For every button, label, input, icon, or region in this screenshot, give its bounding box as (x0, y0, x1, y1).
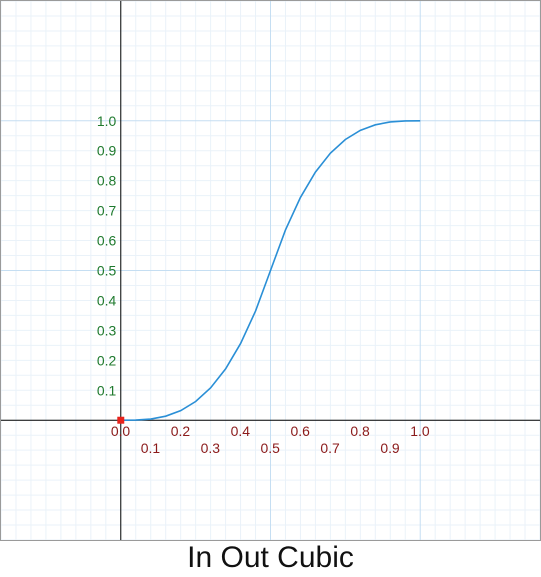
x-tick-label: 0.9 (380, 440, 400, 456)
chart-area: 0.0 0.1 0.2 0.3 0.4 0.5 0.6 0.7 0.8 0.9 1.0 0.1 0.2… (0, 0, 541, 541)
chart-caption: In Out Cubic (187, 541, 354, 574)
origin-marker-point (117, 416, 125, 424)
x-tick-label: 0.3 (201, 440, 221, 456)
y-tick-label: 0.4 (97, 292, 117, 308)
y-tick-label: 0.7 (97, 203, 117, 219)
y-tick-label: 0.2 (97, 352, 117, 368)
x-tick-labels: 0.0 0.1 0.2 0.3 0.4 0.5 0.6 0.7 0.8 0.9 1.0 (111, 423, 430, 456)
x-tick-label: 0.0 (111, 423, 131, 439)
y-tick-label: 0.5 (97, 262, 117, 278)
x-tick-label: 0.1 (141, 440, 161, 456)
x-tick-label: 0.4 (231, 423, 251, 439)
axes (1, 1, 540, 540)
y-tick-label: 0.6 (97, 233, 117, 249)
y-tick-label: 1.0 (97, 113, 117, 129)
y-tick-label: 0.8 (97, 173, 117, 189)
y-tick-labels: 0.1 0.2 0.3 0.4 0.5 0.6 0.7 0.8 0.9 1.0 (97, 113, 117, 399)
x-tick-label: 1.0 (410, 423, 430, 439)
y-tick-label: 0.3 (97, 322, 117, 338)
y-tick-label: 0.1 (97, 382, 117, 398)
y-tick-label: 0.9 (97, 143, 117, 159)
x-tick-label: 0.7 (320, 440, 340, 456)
x-tick-label: 0.8 (350, 423, 370, 439)
x-tick-label: 0.2 (171, 423, 191, 439)
x-tick-label: 0.6 (290, 423, 310, 439)
series-line-ease-in-out-cubic (120, 119, 421, 422)
x-tick-label: 0.5 (261, 440, 281, 456)
